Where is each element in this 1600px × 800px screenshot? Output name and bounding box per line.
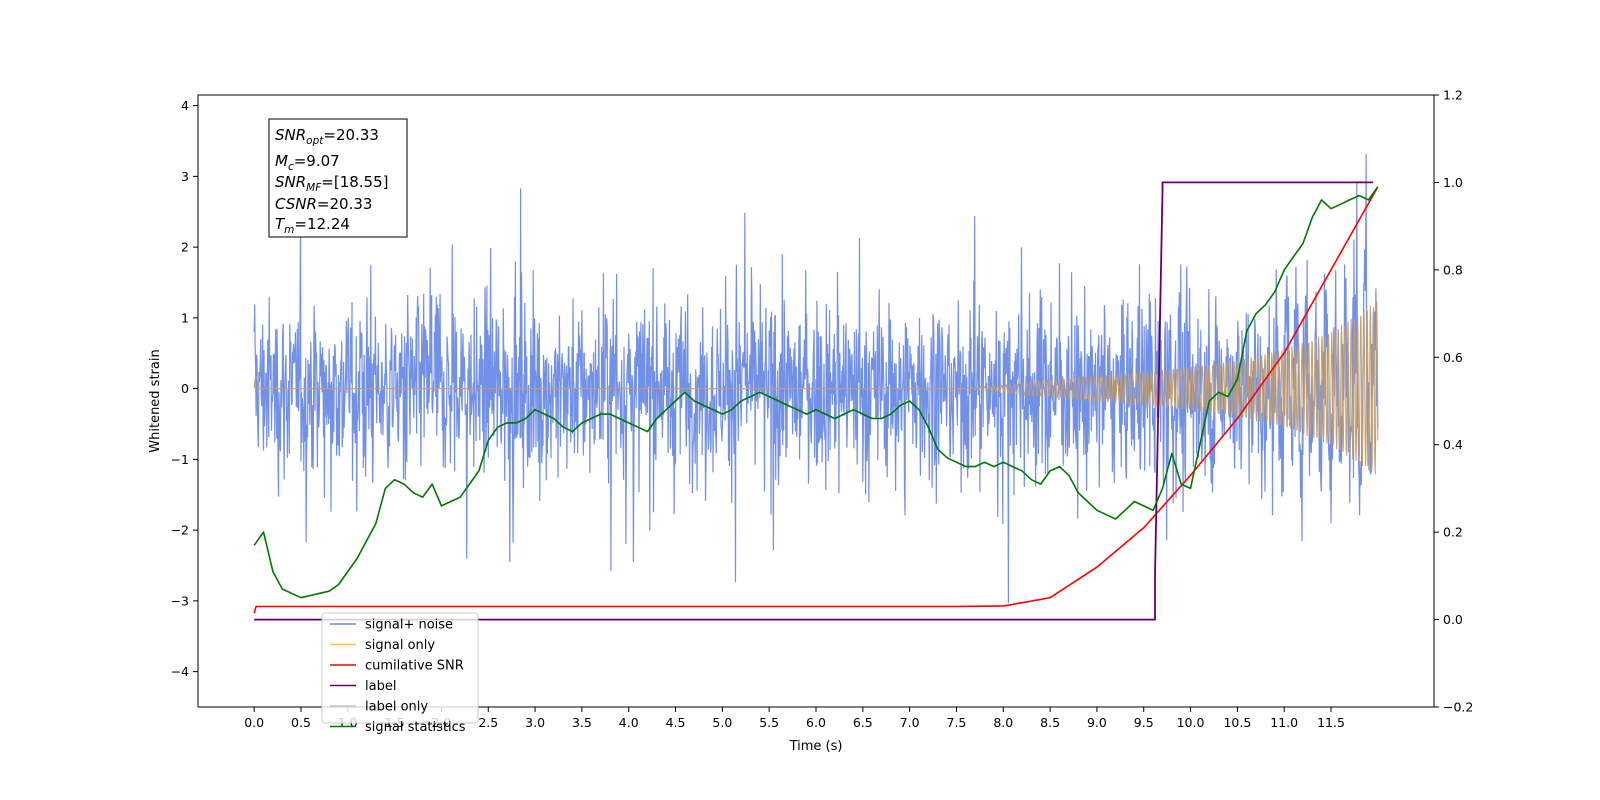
y-tick-label-left: −2 xyxy=(171,523,189,538)
x-tick-label: 11.5 xyxy=(1317,715,1345,730)
y-tick-label-right: 0.8 xyxy=(1443,262,1463,277)
annotation-snr-opt: SNRopt=20.33 xyxy=(275,126,379,147)
annotation-tm: Tm=12.24 xyxy=(275,215,350,236)
annotation-box: SNRopt=20.33 Mc=9.07 SNRMF=[18.55] CSNR=… xyxy=(268,118,408,238)
legend-label: label xyxy=(365,679,396,694)
series-layer xyxy=(253,153,1379,621)
y-tick-label-left: 2 xyxy=(181,240,189,255)
annotation-csnr: CSNR=20.33 xyxy=(275,195,372,213)
x-tick-label: 8.5 xyxy=(1040,715,1060,730)
x-tick-label: 3.5 xyxy=(572,715,592,730)
x-tick-label: 9.0 xyxy=(1087,715,1107,730)
y-tick-label-right: 1.2 xyxy=(1443,88,1463,103)
x-tick-label: 8.0 xyxy=(993,715,1013,730)
y-tick-label-right: 0.4 xyxy=(1443,437,1463,452)
legend-label: label only xyxy=(365,700,428,715)
y-tick-label-right: 0.2 xyxy=(1443,525,1463,540)
x-tick-label: 7.5 xyxy=(947,715,967,730)
y-axis-right: 1.2 1.0 0.8 0.6 0.4 0.2 0.0 −0.2 xyxy=(1434,88,1473,715)
x-tick-label: 10.0 xyxy=(1177,715,1205,730)
x-tick-label: 0.5 xyxy=(291,715,311,730)
x-tick-label: 11.0 xyxy=(1270,715,1298,730)
legend: signal+ noise signal only cumilative SNR la… xyxy=(321,612,479,735)
x-tick-label: 5.0 xyxy=(712,715,732,730)
x-tick-label: 2.5 xyxy=(478,715,498,730)
series-cumulative-snr xyxy=(253,186,1379,614)
series-label xyxy=(254,181,1374,621)
y-tick-label-left: −3 xyxy=(171,593,189,608)
annotation-frame xyxy=(268,118,408,238)
y-tick-label-left: 0 xyxy=(181,381,189,396)
legend-label: signal only xyxy=(365,638,435,653)
series-signal-only xyxy=(253,300,1379,475)
x-tick-label: 6.0 xyxy=(806,715,826,730)
y-axis-left: 4 3 2 1 0 −1 −2 −3 −4 xyxy=(171,98,198,679)
annotation-mc: Mc=9.07 xyxy=(275,152,340,173)
x-tick-label: 6.5 xyxy=(853,715,873,730)
series-signal-statistics xyxy=(253,186,1379,599)
series-signal-noise xyxy=(253,153,1379,604)
y-tick-label-right: 0.6 xyxy=(1443,350,1463,365)
legend-label: cumilative SNR xyxy=(365,659,464,674)
y-tick-label-left: 4 xyxy=(181,98,189,113)
legend-frame xyxy=(321,612,479,724)
x-tick-label: 7.0 xyxy=(900,715,920,730)
y-tick-label-right: −0.2 xyxy=(1443,700,1473,715)
x-tick-label: 5.5 xyxy=(759,715,779,730)
x-tick-label: 9.5 xyxy=(1134,715,1154,730)
x-tick-label: 4.0 xyxy=(619,715,639,730)
y-tick-label-left: −4 xyxy=(171,664,189,679)
x-tick-label: 0.0 xyxy=(244,715,264,730)
y-tick-label-right: 0.0 xyxy=(1443,612,1463,627)
legend-label: signal+ noise xyxy=(365,618,453,633)
x-tick-label: 3.0 xyxy=(525,715,545,730)
annotation-snr-mf: SNRMF=[18.55] xyxy=(275,173,389,194)
x-axis-title: Time (s) xyxy=(789,739,843,754)
x-tick-label: 4.5 xyxy=(666,715,686,730)
x-tick-label: 10.5 xyxy=(1223,715,1251,730)
y-tick-label-right: 1.0 xyxy=(1443,175,1463,190)
y-axis-title-left: Whitened strain xyxy=(148,349,163,452)
y-tick-label-left: −1 xyxy=(171,452,189,467)
y-tick-label-left: 3 xyxy=(181,169,189,184)
y-tick-label-left: 1 xyxy=(181,310,189,325)
legend-label: signal statistics xyxy=(365,720,466,735)
